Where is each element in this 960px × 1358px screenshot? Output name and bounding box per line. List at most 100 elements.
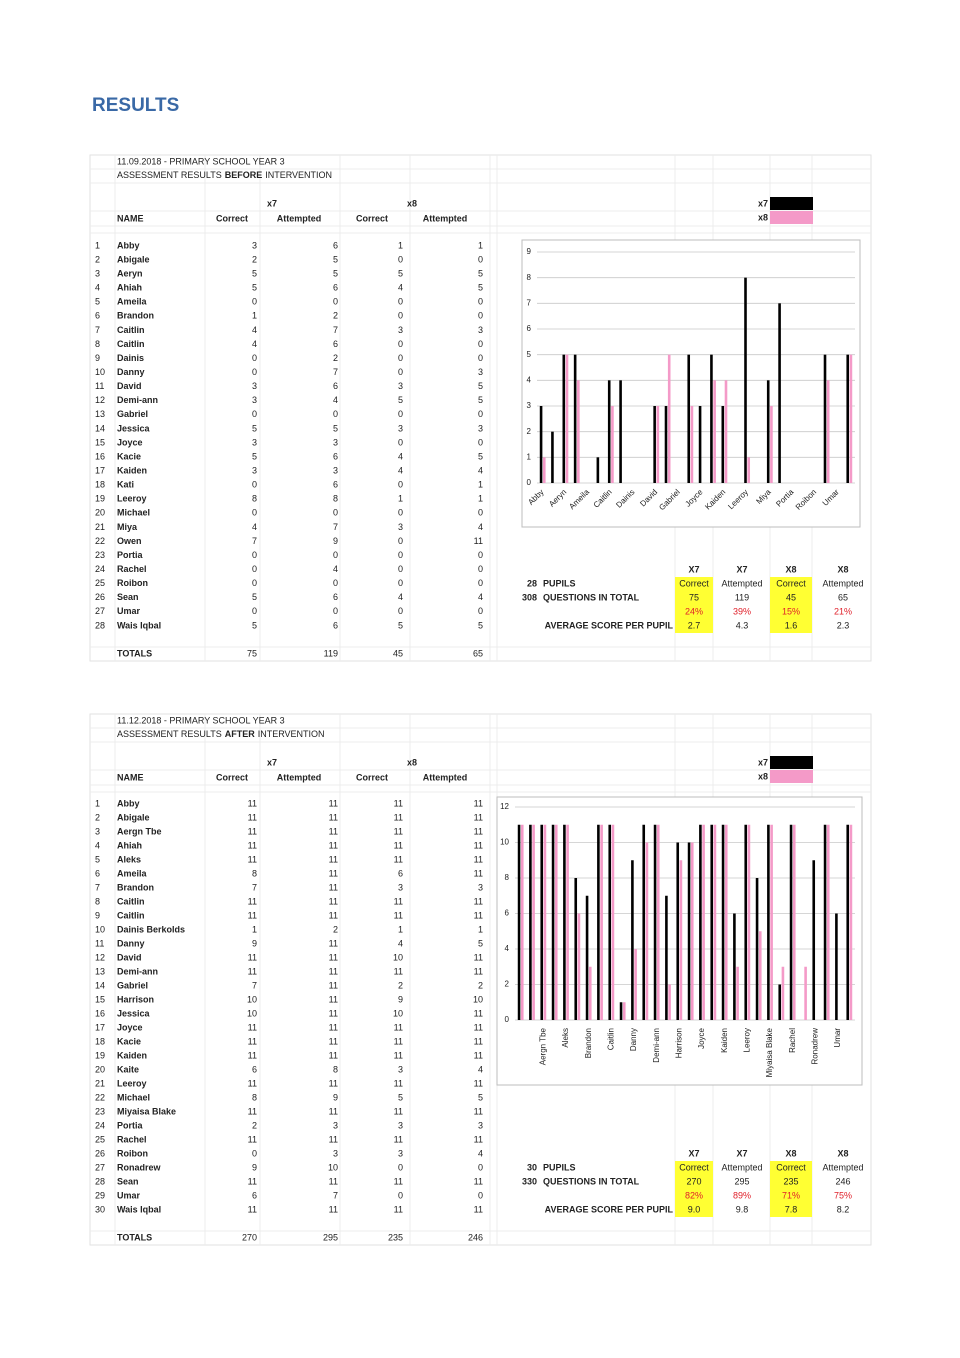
- row-value: 9: [398, 994, 403, 1004]
- row-value: 0: [398, 409, 403, 419]
- bar: [596, 457, 600, 483]
- row-number: 30: [95, 1204, 105, 1214]
- row-value: 7: [252, 882, 257, 892]
- row-number: 4: [95, 840, 100, 850]
- bar: [588, 966, 592, 1020]
- row-value: 10: [247, 1008, 257, 1018]
- total-value: 65: [473, 648, 483, 658]
- bar: [687, 842, 691, 1020]
- row-value: 10: [393, 952, 403, 962]
- row-value: 0: [398, 578, 403, 588]
- row-value: 11: [329, 966, 338, 976]
- bar: [846, 824, 850, 1020]
- row-value: 0: [398, 1162, 403, 1172]
- bar: [597, 824, 600, 1020]
- bar: [767, 824, 770, 1020]
- questions-label: QUESTIONS IN TOTAL: [543, 592, 640, 602]
- row-number: 14: [95, 423, 105, 433]
- bar: [551, 431, 554, 483]
- row-value: 0: [398, 353, 403, 363]
- row-name: Caitlin: [117, 910, 145, 920]
- row-value: 4: [398, 592, 403, 602]
- bar: [781, 966, 785, 1020]
- summary-header: X8: [837, 564, 848, 574]
- row-name: Aeryn: [117, 269, 143, 279]
- row-value: 8: [252, 1092, 257, 1102]
- column-header: NAME: [117, 213, 144, 223]
- row-value: 4: [478, 1148, 483, 1158]
- bar: [631, 860, 634, 1020]
- row-number: 23: [95, 1106, 105, 1116]
- row-value: 0: [398, 1190, 403, 1200]
- x-tick-label: Aergn Tbe: [538, 1027, 547, 1065]
- row-value: 4: [252, 522, 257, 532]
- row-name: Michael: [117, 508, 150, 518]
- row-value: 11: [474, 952, 483, 962]
- row-number: 1: [95, 798, 100, 808]
- row-value: 0: [478, 437, 483, 447]
- bar: [619, 1002, 623, 1020]
- row-number: 15: [95, 994, 105, 1004]
- column-header: NAME: [117, 772, 144, 782]
- row-number: 13: [95, 409, 105, 419]
- row-value: 0: [398, 564, 403, 574]
- row-value: 0: [252, 480, 257, 490]
- row-name: Danny: [117, 938, 145, 948]
- row-value: 6: [333, 381, 338, 391]
- row-value: 5: [252, 423, 257, 433]
- row-value: 11: [394, 1106, 403, 1116]
- row-number: 2: [95, 812, 100, 822]
- row-value: 4: [478, 522, 483, 532]
- row-value: 11: [394, 1036, 403, 1046]
- row-value: 0: [333, 578, 338, 588]
- row-value: 11: [474, 1106, 483, 1116]
- x-tick-label: Danny: [629, 1028, 638, 1051]
- row-value: 11: [248, 1106, 257, 1116]
- summary-total: 45: [786, 592, 796, 602]
- bar: [607, 380, 611, 483]
- bar: [713, 380, 716, 483]
- row-value: 11: [394, 798, 403, 808]
- row-name: Aergn Tbe: [117, 826, 162, 836]
- bar: [667, 354, 671, 483]
- bar: [690, 406, 694, 483]
- row-value: 11: [248, 1050, 257, 1060]
- bar: [724, 824, 728, 1020]
- row-name: David: [117, 952, 142, 962]
- row-number: 20: [95, 508, 105, 518]
- row-value: 11: [394, 966, 403, 976]
- column-header: Attempted: [277, 213, 322, 223]
- bar: [733, 913, 736, 1020]
- row-value: 11: [394, 854, 403, 864]
- row-value: 11: [248, 952, 257, 962]
- bar: [778, 984, 782, 1020]
- row-value: 5: [398, 395, 403, 405]
- row-value: 9: [333, 1092, 338, 1102]
- row-value: 0: [398, 297, 403, 307]
- column-header: Attempted: [423, 213, 468, 223]
- row-number: 26: [95, 592, 105, 602]
- row-value: 11: [329, 854, 338, 864]
- bar: [565, 354, 569, 483]
- bar: [542, 457, 546, 483]
- total-value: 45: [393, 648, 403, 658]
- row-name: Abigale: [117, 812, 150, 822]
- pupils-label: PUPILS: [543, 1162, 576, 1172]
- row-value: 11: [329, 980, 338, 990]
- bar: [702, 824, 705, 1020]
- summary-header: X7: [688, 1148, 699, 1158]
- row-value: 0: [252, 409, 257, 419]
- sheet-frame: [89, 154, 872, 662]
- bar: [532, 824, 535, 1020]
- bar: [758, 931, 762, 1020]
- row-value: 0: [252, 508, 257, 518]
- bar: [520, 824, 524, 1020]
- row-value: 0: [478, 254, 483, 264]
- row-value: 0: [333, 550, 338, 560]
- row-name: Rachel: [117, 1134, 147, 1144]
- summary-header: X8: [837, 1148, 848, 1158]
- row-number: 3: [95, 269, 100, 279]
- bar: [770, 406, 773, 483]
- row-value: 3: [478, 882, 483, 892]
- row-value: 6: [333, 339, 338, 349]
